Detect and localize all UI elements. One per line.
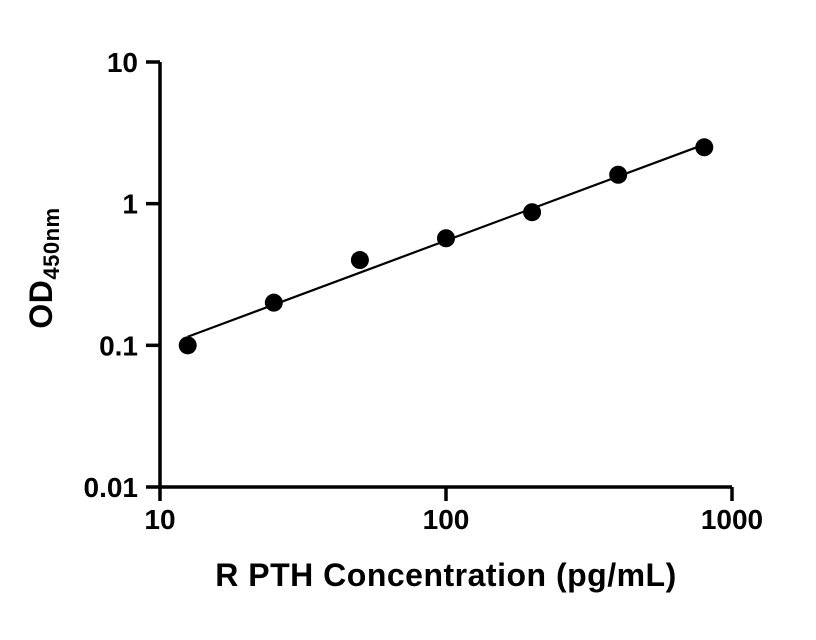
y-tick-label: 10 xyxy=(107,47,138,78)
x-tick-label: 10 xyxy=(144,504,175,535)
data-point xyxy=(695,138,714,157)
y-tick-label: 0.01 xyxy=(84,472,139,503)
y-tick-label: 0.1 xyxy=(99,330,138,361)
x-tick-label: 1000 xyxy=(701,504,763,535)
data-point xyxy=(609,165,628,184)
axis-spines xyxy=(158,62,732,489)
data-point xyxy=(437,229,455,248)
y-axis-title: OD450nm xyxy=(23,207,64,328)
x-tick-label: 100 xyxy=(423,504,470,535)
data-point xyxy=(350,251,369,270)
data-point xyxy=(523,203,542,222)
tick-layer: 10 100 1000 10 1 0.1 0.01 xyxy=(84,47,764,535)
y-axis-title-subscript: 450nm xyxy=(39,207,64,279)
x-axis-title: R PTH Concentration (pg/mL) xyxy=(215,557,676,593)
data-point xyxy=(178,336,197,355)
y-tick-label: 1 xyxy=(122,189,138,220)
axes-layer xyxy=(158,62,732,489)
y-axis-title-main: OD xyxy=(23,280,59,329)
data-point xyxy=(264,293,283,312)
data-layer xyxy=(178,138,714,355)
